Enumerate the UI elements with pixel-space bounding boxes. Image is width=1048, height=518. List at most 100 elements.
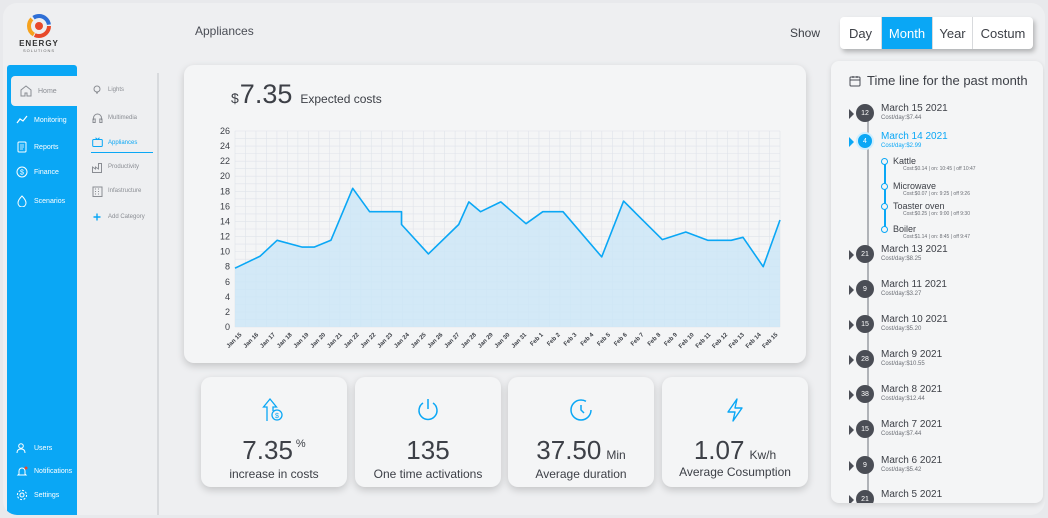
x-tick-label: Jan 22 [343,332,361,350]
y-tick-label: 24 [220,141,230,151]
logo: ENERGY SOLUTIONS [13,13,65,59]
stat-value: 135 [406,435,450,465]
timeline-dot [881,226,888,233]
category-appliances[interactable]: Appliances [91,133,153,153]
x-tick-label: Jan 27 [444,332,462,350]
timeline-date: March 6 2021 [881,455,943,466]
y-tick-label: 6 [225,277,230,287]
range-day-button[interactable]: Day [840,17,882,49]
timeline-dot [881,183,888,190]
stat-card-duration: 37.50 Min Average duration [508,377,654,487]
cost-up-icon: $ [201,397,347,423]
timeline-count-badge: 9 [856,456,874,474]
chart-area [235,188,780,327]
y-tick-label: 10 [220,247,230,257]
expand-arrow-icon[interactable] [849,250,854,260]
expand-arrow-icon[interactable] [849,137,854,147]
sidebar: Home Monitoring Reports $ Finance Scenar… [7,65,77,515]
timeline-count-badge: 9 [856,280,874,298]
sidebar-item-finance[interactable]: $ Finance [7,158,77,186]
y-tick-label: 22 [220,156,230,166]
svg-text:$: $ [20,170,24,177]
expand-arrow-icon[interactable] [849,320,854,330]
add-category-label: Add Category [108,214,145,220]
trend-icon [15,113,29,127]
y-tick-label: 12 [220,232,230,242]
stat-value: 1.07 [693,435,745,465]
category-label: Productivity [108,164,140,170]
expand-arrow-icon[interactable] [849,495,854,503]
x-tick-label: Jan 24 [393,332,411,350]
x-tick-label: Jan 15 [226,332,244,350]
timeline-cost-per-day: Cost/day:$12.44 [881,396,925,402]
timeline-count-badge: 15 [856,315,874,333]
timeline-sub-line [884,159,886,231]
expand-arrow-icon[interactable] [849,109,854,119]
timeline-cost-per-day: Cost/day:$7.44 [881,115,922,121]
brand-name: ENERGY [19,39,59,48]
sidebar-item-notifications[interactable]: Notifications [7,457,77,485]
x-tick-label: Feb 2 [546,332,562,348]
sidebar-item-home[interactable]: Home [11,76,77,106]
stat-unit: Min [606,448,626,462]
scenario-icon [15,194,29,208]
stat-card-cost-increase: $ 7.35% increase in costs [201,377,347,487]
expand-arrow-icon[interactable] [849,390,854,400]
x-tick-label: Feb 7 [630,332,646,348]
appliance-name: Boiler [893,224,917,234]
x-tick-label: Feb 11 [695,332,713,350]
sidebar-item-monitoring[interactable]: Monitoring [7,106,77,134]
x-tick-label: Feb 12 [712,332,730,350]
timeline-count-badge: 12 [856,104,874,122]
x-tick-label: Jan 25 [410,332,428,350]
x-tick-label: Feb 3 [563,332,579,348]
range-month-button[interactable]: Month [882,17,933,49]
add-category-button[interactable]: Add Category [91,207,153,227]
y-tick-label: 16 [220,201,230,211]
timeline-date: March 8 2021 [881,384,943,395]
x-tick-label: Jan 31 [511,332,529,350]
building-icon [91,185,103,197]
range-year-button[interactable]: Year [933,17,973,49]
appliance-name: Microwave [893,181,937,191]
x-tick-label: Jan 19 [293,332,311,350]
sidebar-item-label: Finance [34,168,59,176]
x-tick-label: Jan 16 [243,332,261,350]
stat-caption: increase in costs [229,467,319,481]
appliance-usage-detail: Cost:$0.14 | on: 10:45 | off 10:47 [903,166,976,172]
svg-text:$: $ [275,413,279,420]
category-infrastructure[interactable]: Infastructure [91,181,153,201]
x-tick-label: Feb 10 [678,332,696,350]
timeline-dot [881,158,888,165]
sidebar-item-scenarios[interactable]: Scenarios [7,187,77,215]
sidebar-item-settings[interactable]: Settings [7,481,77,509]
expand-arrow-icon[interactable] [849,355,854,365]
x-tick-label: Jan 30 [494,332,512,350]
stat-value: 7.35 [242,435,293,465]
x-tick-label: Feb 9 [664,332,680,348]
category-multimedia[interactable]: Multimedia [91,108,153,128]
calendar-icon [849,75,861,87]
category-productivity[interactable]: Productivity [91,157,153,177]
category-label: Appliances [108,139,138,146]
sidebar-item-reports[interactable]: Reports [7,133,77,161]
expand-arrow-icon[interactable] [849,285,854,295]
timeline-cost-per-day: Cost/day:$8.25 [881,256,922,262]
x-tick-label: Jan 17 [259,332,277,350]
sidebar-item-users[interactable]: Users [7,434,77,462]
timeline-count-badge: 38 [856,385,874,403]
timeline-date: March 10 2021 [881,314,948,325]
timeline-dot [881,203,888,210]
appliance-name: Kattle [893,156,917,166]
category-label: Lights [108,87,125,93]
timeline-date: March 9 2021 [881,349,943,360]
range-custom-button[interactable]: Costum [980,25,1026,41]
expand-arrow-icon[interactable] [849,425,854,435]
y-tick-label: 14 [220,216,230,226]
category-label: Multimedia [108,115,138,121]
lightning-icon [662,397,808,423]
report-icon [15,140,29,154]
category-lights[interactable]: Lights [91,80,153,100]
expand-arrow-icon[interactable] [849,461,854,471]
factory-icon [91,161,103,173]
